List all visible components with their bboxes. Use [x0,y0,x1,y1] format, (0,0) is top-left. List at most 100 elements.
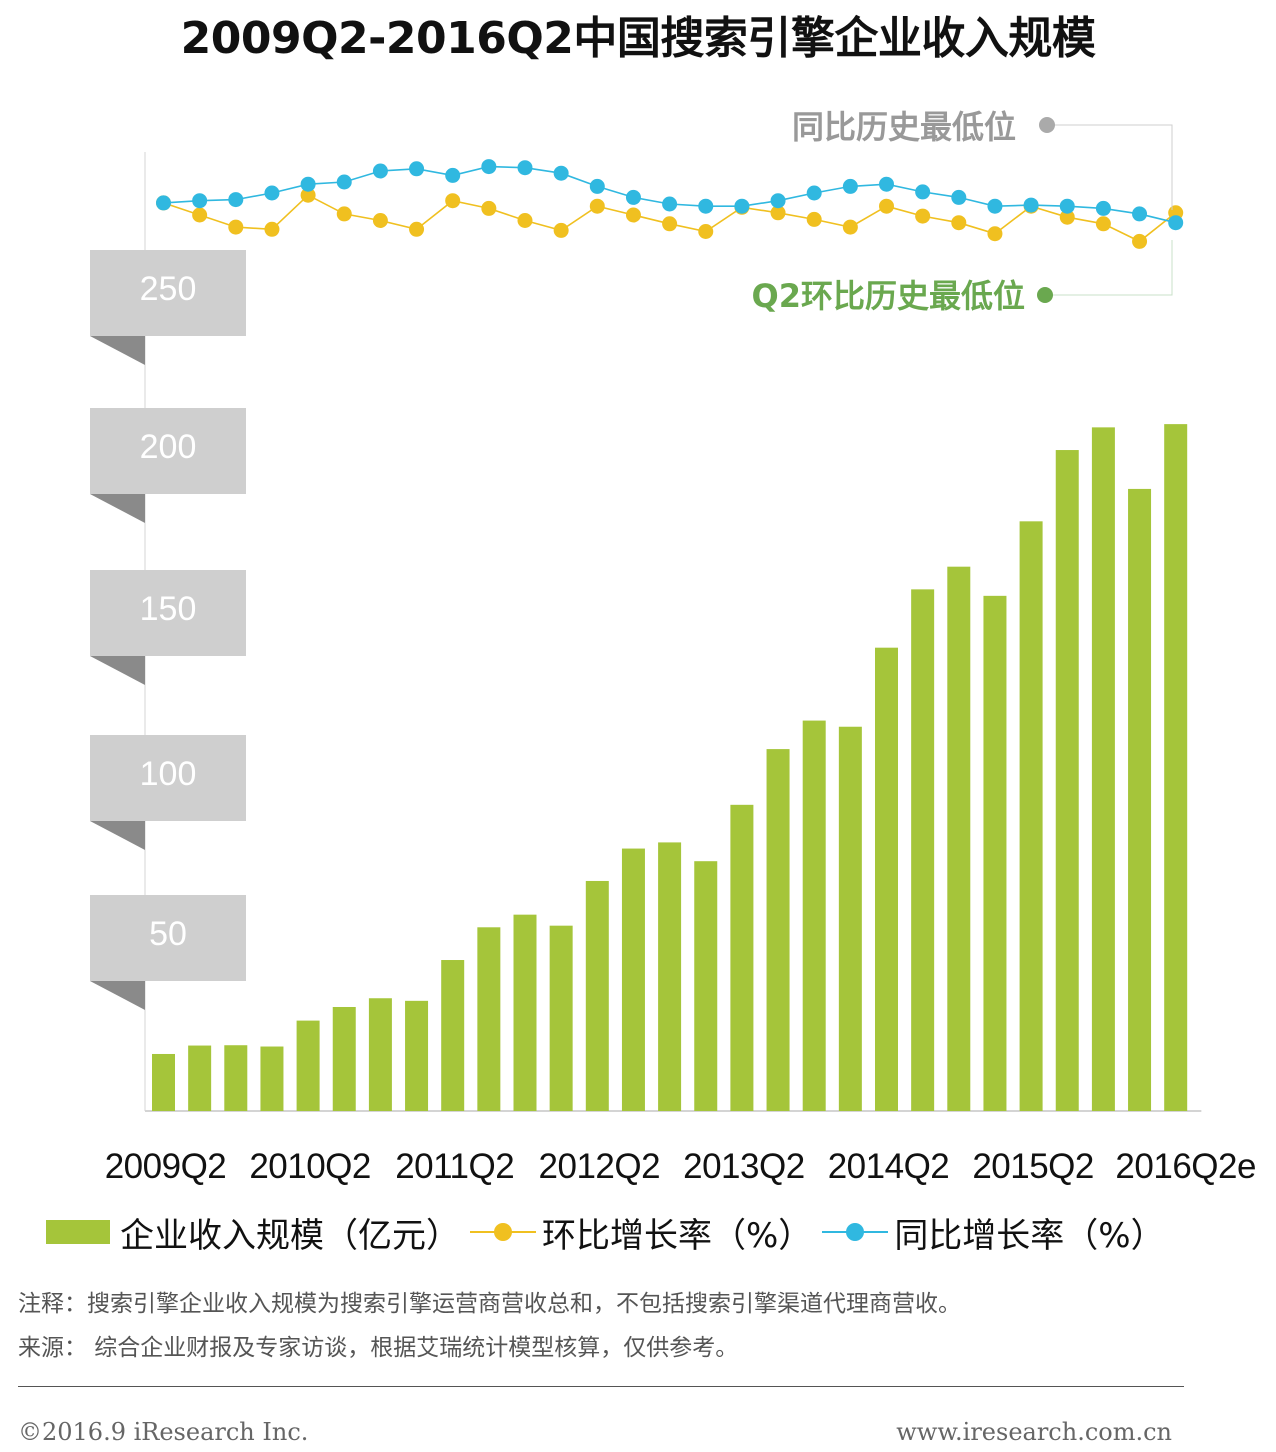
footer-copyright: ©2016.9 iResearch Inc. [18,1418,309,1446]
yoy-growth-point [1168,215,1184,231]
yoy-growth-point [987,198,1003,214]
annotation-dot-qoq [1037,287,1053,303]
y-tick-label: 150 [140,590,197,628]
yoy-growth-point [156,195,171,211]
revenue-bar [621,848,645,1111]
revenue-bar [260,1046,284,1111]
x-tick-label: 2012Q2 [539,1147,661,1186]
y-tick-tab [90,408,246,494]
qoq-growth-point [879,198,894,214]
chart-area: 250 200 150 100 50 同比历史最低位 Q2环比历史最低位 2009Q2 20… [90,108,1256,1186]
yoy-growth-point [409,161,425,177]
revenue-bar [1055,450,1079,1111]
qoq-growth-point [517,213,533,228]
x-tick-label: 2010Q2 [249,1147,371,1186]
revenue-bar [152,1053,175,1111]
x-tick-label: 2011Q2 [395,1147,514,1186]
qoq-growth-point [409,221,425,237]
legend-label-yoy: 同比增长率（%） [894,1215,1165,1256]
qoq-growth-point [770,205,786,221]
qoq-growth-point [951,215,967,231]
revenue-bar [405,1000,429,1111]
revenue-bar [911,589,935,1111]
revenue-bar [585,880,609,1111]
yoy-growth-point [1059,198,1075,214]
revenue-bar [332,1006,356,1111]
yoy-growth-point [192,193,208,209]
revenue-bar [838,726,862,1111]
revenue-bar [875,647,898,1111]
revenue-bar [658,842,682,1111]
annotation-yoy-low: 同比历史最低位 [792,108,1016,146]
revenue-bar [694,861,718,1111]
yoy-growth-point [481,159,497,175]
chart-legend: 企业收入规模（亿元） 环比增长率（%） 同比增长率（%） [46,1210,1165,1256]
yoy-growth-point [264,185,280,201]
qoq-growth-point [481,200,497,216]
legend-label-revenue: 企业收入规模（亿元） [120,1215,460,1256]
revenue-bar [188,1045,212,1111]
yoy-growth-point [842,178,858,194]
revenue-bar [730,804,754,1111]
legend-label-qoq: 环比增长率（%） [542,1215,813,1256]
qoq-growth-point [662,216,678,232]
yoy-growth-point [698,198,714,214]
revenue-bar [224,1045,248,1111]
yoy-growth-point [625,189,641,205]
y-tick-tab-fold [90,656,145,685]
yoy-growth-point [553,165,569,181]
annotation-qoq-low: Q2环比历史最低位 [752,277,1025,315]
annotation-connector-yoy [1054,124,1173,210]
yoy-growth-point [806,185,822,201]
x-tick-label: 2013Q2 [683,1147,805,1186]
x-tick-label: 2009Q2 [105,1147,227,1186]
revenue-bar [1019,521,1043,1111]
y-tick-label: 250 [140,270,197,308]
revenue-bar [947,566,971,1111]
x-tick-label: 2014Q2 [828,1147,950,1186]
y-tick-label: 100 [140,755,197,793]
revenue-bar [368,998,392,1111]
qoq-growth-point [589,198,605,214]
qoq-growth-point [625,207,641,223]
y-tick-label: 50 [149,915,187,953]
qoq-growth-point [372,213,388,228]
legend-swatch-yoy [822,1217,889,1247]
y-tick-tab-fold [90,494,145,523]
revenue-bar [296,1020,320,1111]
yoy-growth-point [372,163,388,179]
y-tick-tab-fold [90,981,145,1010]
revenue-bar [802,720,826,1111]
yoy-growth-point [228,192,244,208]
qoq-growth-point [842,219,858,235]
yoy-growth-point [1023,197,1039,213]
y-tick-tab-fold [90,821,145,850]
yoy-growth-point [770,193,786,209]
revenue-bar [1164,424,1188,1111]
y-tick-tab-fold [90,336,145,365]
chart-title: 2009Q2-2016Q2中国搜索引擎企业收入规模 [180,13,1096,64]
note-text: 注释：搜索引擎企业收入规模为搜索引擎运营商营收总和，不包括搜索引擎渠道代理商营收… [18,1291,961,1317]
revenue-bar [549,925,573,1111]
revenue-bar [477,927,501,1111]
qoq-growth-point [228,219,244,235]
qoq-growth-point [336,206,352,222]
qoq-growth-point [553,222,569,238]
yoy-growth-point [300,176,316,192]
qoq-growth-point [300,187,316,203]
qoq-growth-point [987,226,1003,242]
qoq-growth-point [264,221,280,237]
revenue-bar [1128,488,1152,1111]
footer-website: www.iresearch.com.cn [896,1418,1172,1446]
qoq-growth-point [698,224,714,239]
qoq-growth-point [192,207,208,223]
legend-swatch-qoq [470,1217,536,1247]
revenue-bar [441,960,465,1111]
y-tick-tab [90,570,246,656]
yoy-growth-point [734,198,750,214]
yoy-growth-point [589,178,605,194]
y-tick-tab [90,895,246,981]
yoy-growth-point [1095,200,1111,216]
yoy-growth-point [951,189,967,205]
footer-divider [18,1386,1184,1387]
